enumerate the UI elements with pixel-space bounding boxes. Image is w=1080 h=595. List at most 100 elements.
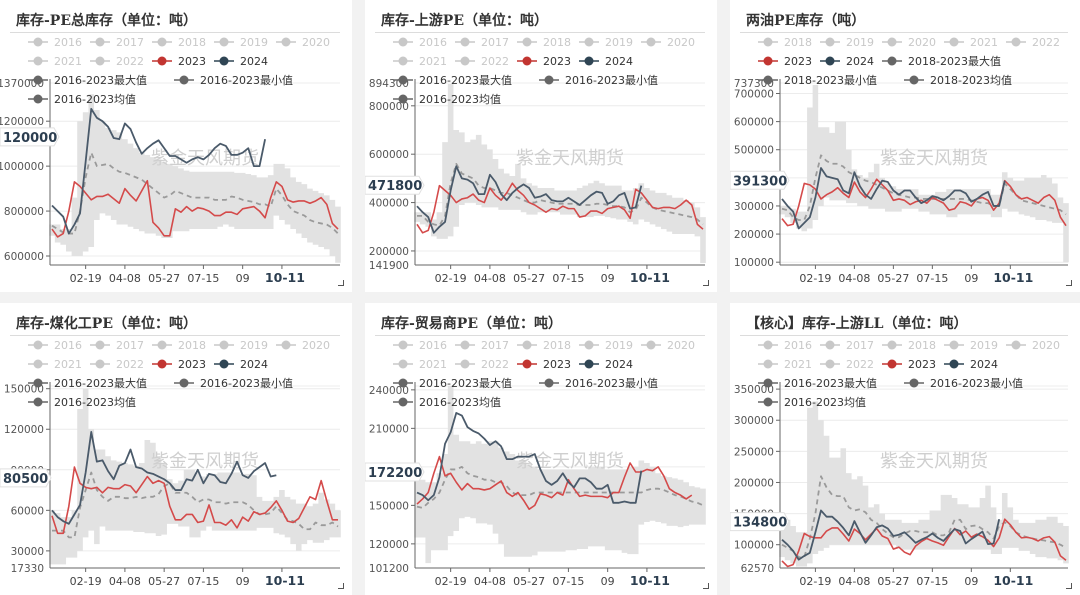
svg-text:2016-2023最小值: 2016-2023最小值 [200,74,293,87]
series-2023-line[interactable] [416,455,693,511]
legend-item-2019[interactable]: 2019 [214,36,268,49]
resize-handle-icon[interactable] [1066,280,1072,286]
legend-item-2020[interactable]: 2020 [276,36,330,49]
legend-item-2016-2023最小值[interactable]: 2016-2023最小值 [174,377,293,390]
legend-item-2024[interactable]: 2024 [820,55,874,68]
legend-item-2016-2023均值[interactable]: 2016-2023均值 [28,396,136,409]
legend-item-2023[interactable]: 2023 [882,358,936,371]
legend-item-2016-2023均值[interactable]: 2016-2023均值 [28,93,136,106]
resize-handle-icon[interactable] [703,583,709,589]
series-2024-line[interactable] [781,167,1006,230]
series-2024-line[interactable] [781,509,1001,561]
legend-item-2022[interactable]: 2022 [90,358,144,371]
legend-item-2020[interactable]: 2020 [641,339,695,352]
legend-item-2016-2023最大值[interactable]: 2016-2023最大值 [393,73,512,87]
legend-item-2023[interactable]: 2023 [152,55,206,68]
resize-handle-icon[interactable] [703,280,709,286]
legend-item-2018[interactable]: 2018 [517,36,571,49]
series-mean-line[interactable] [781,475,1067,559]
legend-item-2018[interactable]: 2018 [152,36,206,49]
legend-item-2016-2023均值[interactable]: 2016-2023均值 [393,93,501,106]
legend-item-2018[interactable]: 2018 [517,339,571,352]
legend-marker-icon [219,359,229,369]
legend-item-2016-2023均值[interactable]: 2016-2023均值 [758,396,866,409]
series-2023-line[interactable] [51,466,338,535]
legend-item-2019[interactable]: 2019 [214,339,268,352]
legend-item-2019[interactable]: 2019 [579,36,633,49]
legend-item-2016-2023最大值[interactable]: 2016-2023最大值 [758,376,877,390]
legend-item-2016-2023最大值[interactable]: 2016-2023最大值 [28,376,147,390]
legend-item-2019[interactable]: 2019 [579,339,633,352]
legend-item-2021[interactable]: 2021 [758,358,812,371]
legend-item-2018-2023最大值[interactable]: 2018-2023最大值 [882,54,1001,68]
legend-item-2024[interactable]: 2024 [579,358,633,371]
legend-item-2017[interactable]: 2017 [455,339,509,352]
legend-item-2018[interactable]: 2018 [882,339,936,352]
y-tick-label: 300000 [734,201,774,213]
legend-item-2022[interactable]: 2022 [820,358,874,371]
legend-item-2021[interactable]: 2021 [393,55,447,68]
svg-text:2023: 2023 [178,358,206,371]
legend-item-2024[interactable]: 2024 [579,55,633,68]
legend-item-2016-2023最小值[interactable]: 2016-2023最小值 [539,377,658,390]
legend-item-2017[interactable]: 2017 [90,339,144,352]
legend-item-2022[interactable]: 2022 [90,55,144,68]
legend-marker-icon [522,359,532,369]
legend-item-2022[interactable]: 2022 [1006,36,1060,49]
legend-item-2016-2023最大值[interactable]: 2016-2023最大值 [393,376,512,390]
legend-item-2022[interactable]: 2022 [455,55,509,68]
legend-item-2023[interactable]: 2023 [758,55,812,68]
legend-item-2023[interactable]: 2023 [517,55,571,68]
legend-item-2018[interactable]: 2018 [758,36,812,49]
resize-handle-icon[interactable] [1066,583,1072,589]
legend-item-2017[interactable]: 2017 [90,36,144,49]
resize-handle-icon[interactable] [338,583,344,589]
legend-item-2017[interactable]: 2017 [820,339,874,352]
legend-item-2020[interactable]: 2020 [641,36,695,49]
y-tick-label: 600000 [734,117,774,129]
legend-item-2020[interactable]: 2020 [882,36,936,49]
legend-item-2020[interactable]: 2020 [1006,339,1060,352]
y-tick-label: 100000 [734,257,774,269]
series-2023-line[interactable] [416,182,704,234]
series-mean-line[interactable] [52,471,339,539]
legend-item-2016-2023最小值[interactable]: 2016-2023最小值 [904,377,1023,390]
series-mean-line[interactable] [51,151,339,235]
legend-item-2023[interactable]: 2023 [152,358,206,371]
legend-item-2018[interactable]: 2018 [152,339,206,352]
series-2023-line[interactable] [781,518,1067,568]
legend-item-2021[interactable]: 2021 [28,358,82,371]
legend-item-2019[interactable]: 2019 [820,36,874,49]
legend-item-2016-2023均值[interactable]: 2016-2023均值 [393,396,501,409]
series-2023-line[interactable] [51,179,339,238]
legend-item-2016-2023最小值[interactable]: 2016-2023最小值 [174,74,293,87]
legend-item-2022[interactable]: 2022 [455,358,509,371]
y-tick-label: 30000 [11,546,44,558]
series-2024-line[interactable] [51,431,277,525]
series-2024-line[interactable] [51,107,266,235]
legend-item-2021[interactable]: 2021 [944,36,998,49]
legend-item-2018-2023均值[interactable]: 2018-2023均值 [904,74,1012,87]
legend-item-2021[interactable]: 2021 [393,358,447,371]
series-2024-line[interactable] [416,165,643,234]
resize-handle-icon[interactable] [338,280,344,286]
legend-item-2016[interactable]: 2016 [28,339,82,352]
legend-item-2016[interactable]: 2016 [393,36,447,49]
legend-item-2020[interactable]: 2020 [276,339,330,352]
legend-item-2016[interactable]: 2016 [758,339,812,352]
legend-item-2016-2023最大值[interactable]: 2016-2023最大值 [28,73,147,87]
legend-item-2016[interactable]: 2016 [393,339,447,352]
legend-item-2017[interactable]: 2017 [455,36,509,49]
svg-text:2016-2023最小值: 2016-2023最小值 [565,377,658,390]
legend-item-2024[interactable]: 2024 [214,358,268,371]
legend-item-2016[interactable]: 2016 [28,36,82,49]
series-2024-line[interactable] [416,412,643,504]
series-mean-line[interactable] [416,465,704,509]
legend-item-2018-2023最小值[interactable]: 2018-2023最小值 [758,74,877,87]
legend-item-2016-2023最小值[interactable]: 2016-2023最小值 [539,74,658,87]
legend-item-2023[interactable]: 2023 [517,358,571,371]
legend-item-2019[interactable]: 2019 [944,339,998,352]
legend-item-2021[interactable]: 2021 [28,55,82,68]
legend-item-2024[interactable]: 2024 [214,55,268,68]
legend-item-2024[interactable]: 2024 [944,358,998,371]
